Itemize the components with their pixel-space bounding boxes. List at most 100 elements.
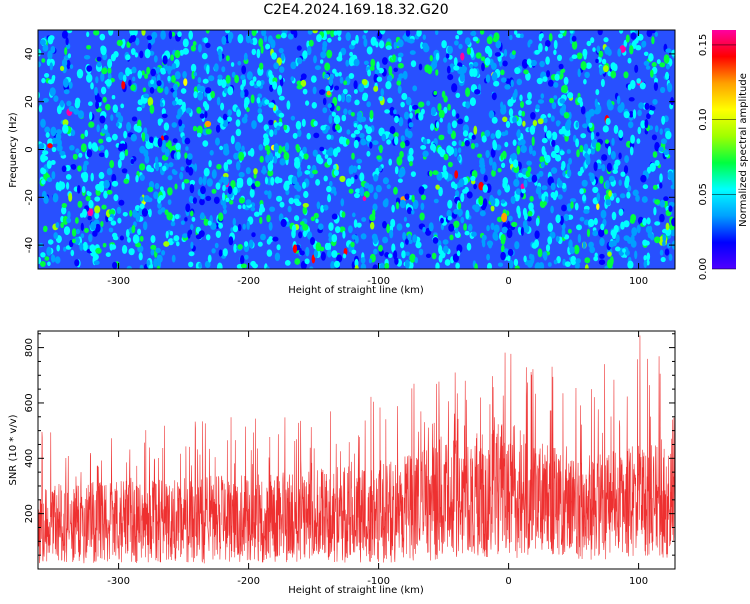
- heatmap-cell: [330, 260, 335, 269]
- heatmap-cell: [646, 113, 651, 120]
- heatmap-cell: [225, 55, 230, 62]
- heatmap-cell: [310, 216, 316, 222]
- heatmap-cell: [112, 235, 119, 241]
- heatmap-cell: [217, 262, 223, 269]
- heatmap-cell: [62, 78, 69, 88]
- heatmap-cell: [188, 261, 194, 268]
- heatmap-cell: [651, 36, 655, 45]
- heatmap-cell: [508, 215, 513, 222]
- heatmap-cell: [644, 119, 649, 129]
- heatmap-cell: [206, 178, 213, 187]
- heatmap-cell: [41, 190, 47, 200]
- heatmap-cell: [139, 196, 144, 202]
- heatmap-cell: [264, 176, 269, 185]
- heatmap-cell: [650, 106, 656, 111]
- heatmap-cell: [100, 72, 105, 82]
- heatmap-cell: [234, 141, 242, 152]
- heatmap-cell: [442, 239, 449, 245]
- heatmap-cell: [343, 80, 348, 86]
- heatmap-cell: [313, 55, 317, 64]
- heatmap-cell: [610, 150, 616, 160]
- heatmap-cell: [571, 54, 578, 59]
- heatmap-cell: [360, 257, 366, 264]
- heatmap-cell: [171, 254, 176, 263]
- heatmap-cell: [596, 203, 600, 211]
- heatmap-cell: [590, 147, 596, 155]
- heatmap-cell: [528, 145, 533, 155]
- heatmap-cell: [474, 263, 478, 269]
- heatmap-cell: [362, 92, 369, 100]
- heatmap-cell: [598, 50, 604, 58]
- heatmap-cell: [95, 223, 101, 233]
- heatmap-cell: [266, 238, 272, 245]
- heatmap-cell: [262, 165, 267, 175]
- heatmap-cell: [514, 30, 518, 35]
- heatmap-cell: [487, 262, 492, 269]
- heatmap-cell: [665, 130, 672, 140]
- heatmap-cell: [278, 74, 282, 80]
- heatmap-cell: [342, 136, 347, 144]
- heatmap-cell: [354, 192, 360, 199]
- heatmap-cell: [250, 94, 255, 104]
- heatmap-cell: [350, 176, 355, 184]
- heatmap-cell: [642, 184, 649, 190]
- heatmap-cell: [296, 185, 302, 192]
- heatmap-cell: [404, 128, 409, 137]
- heatmap-cell: [447, 45, 453, 55]
- heatmap-cell: [345, 138, 350, 145]
- heatmap-cell: [77, 185, 81, 194]
- heatmap-cell: [477, 153, 483, 158]
- heatmap-cell: [94, 196, 101, 202]
- heatmap-cell: [148, 264, 153, 269]
- heatmap-cell: [366, 46, 373, 55]
- heatmap-cell: [302, 181, 307, 189]
- x-tick-label: -200: [237, 576, 260, 587]
- heatmap-cell: [435, 52, 440, 61]
- heatmap-cell: [190, 63, 197, 73]
- heatmap-cell: [620, 171, 626, 177]
- heatmap-cell: [618, 30, 624, 34]
- heatmap-cell: [98, 152, 105, 158]
- heatmap-cell: [201, 52, 208, 60]
- heatmap-cell: [500, 199, 506, 204]
- heatmap-cell: [356, 222, 362, 228]
- heatmap-cell: [89, 111, 93, 121]
- heatmap-cell: [139, 174, 145, 181]
- heatmap-cell: [71, 228, 77, 237]
- heatmap-cell: [215, 182, 221, 190]
- heatmap-cell: [61, 165, 67, 173]
- heatmap-cell: [67, 211, 71, 219]
- heatmap-cell: [193, 71, 198, 77]
- heatmap-cell: [569, 198, 577, 203]
- snr-x-axis-label: Height of straight line (km): [288, 585, 424, 596]
- heatmap-cell: [174, 50, 181, 59]
- heatmap-cell: [525, 99, 532, 105]
- heatmap-cell: [294, 157, 300, 164]
- heatmap-cell: [159, 102, 164, 108]
- heatmap-cell: [268, 102, 275, 108]
- heatmap-cell: [55, 222, 60, 228]
- heatmap-cell: [306, 45, 312, 56]
- heatmap-cell: [204, 260, 211, 268]
- heatmap-cell: [600, 223, 605, 231]
- heatmap-cell: [550, 182, 556, 191]
- heatmap-cell: [473, 61, 479, 67]
- heatmap-cell: [326, 134, 332, 140]
- heatmap-cell: [96, 61, 102, 68]
- heatmap-cell: [191, 216, 196, 222]
- heatmap-cell: [121, 244, 128, 254]
- heatmap-cell: [254, 180, 261, 188]
- heatmap-cell: [523, 69, 529, 75]
- heatmap-cell: [605, 180, 610, 190]
- heatmap-cell: [284, 142, 290, 152]
- heatmap-cell: [646, 217, 651, 225]
- heatmap-cell: [334, 260, 340, 268]
- heatmap-cell: [586, 40, 592, 47]
- heatmap-cell: [537, 118, 544, 125]
- heatmap-cell: [634, 30, 639, 34]
- heatmap-cell: [326, 249, 332, 258]
- heatmap-cell: [168, 30, 173, 40]
- heatmap-cell: [144, 155, 150, 164]
- heatmap-cell: [100, 45, 106, 53]
- colorbar-tick-label: 0.00: [698, 258, 709, 280]
